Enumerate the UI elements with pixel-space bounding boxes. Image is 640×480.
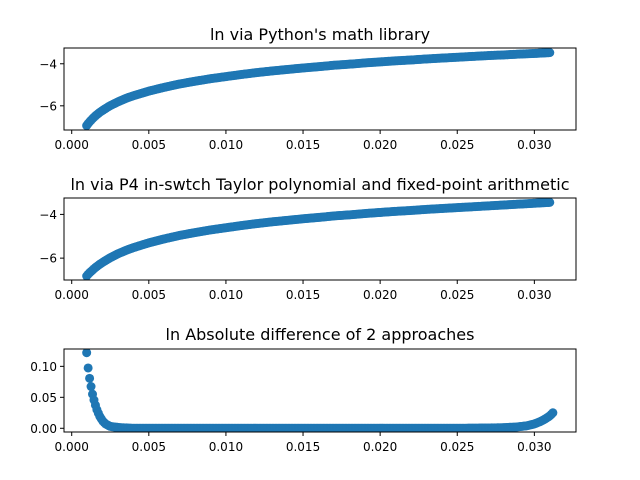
x-tick-label: 0.015: [286, 138, 320, 152]
scatter-points: [82, 198, 555, 280]
x-tick-label: 0.010: [209, 440, 243, 454]
subplot-title: ln via P4 in-swtch Taylor polynomial and…: [70, 175, 569, 194]
x-tick-label: 0.000: [55, 288, 89, 302]
data-point: [85, 373, 95, 383]
subplots: ln via Python's math library 0.000 0.005 0.…: [30, 25, 577, 454]
data-point: [82, 349, 92, 358]
x-tick-label: 0.025: [440, 138, 474, 152]
axes-frame: [63, 47, 577, 131]
x-tick-label: 0.015: [286, 288, 320, 302]
x-tick-label: 0.025: [440, 440, 474, 454]
x-tick-label: 0.000: [55, 440, 89, 454]
y-tick-label: −4: [39, 208, 57, 222]
x-tick-label: 0.010: [209, 138, 243, 152]
y-tick-label: −4: [39, 57, 57, 71]
subplot-3: ln Absolute difference of 2 approaches 0.…: [30, 325, 577, 454]
x-tick-label: 0.005: [132, 138, 166, 152]
x-tick-label: 0.030: [517, 440, 551, 454]
data-point: [545, 198, 555, 207]
x-tick-label: 0.005: [132, 440, 166, 454]
data-point: [545, 48, 555, 58]
y-tick-label: 0.05: [30, 391, 57, 405]
scatter-points: [82, 349, 558, 432]
data-point: [83, 363, 93, 373]
x-tick-label: 0.010: [209, 288, 243, 302]
y-tick-label: 0.10: [30, 360, 57, 374]
axes-frame: [63, 197, 577, 281]
x-tick-label: 0.020: [363, 440, 397, 454]
data-point: [86, 382, 96, 392]
axes-frame: [63, 348, 577, 433]
y-tick-label: −6: [39, 99, 57, 113]
x-tick-label: 0.020: [363, 288, 397, 302]
subplot-title: ln Absolute difference of 2 approaches: [166, 325, 475, 344]
x-tick-label: 0.030: [517, 288, 551, 302]
subplot-2: ln via P4 in-swtch Taylor polynomial and…: [39, 175, 577, 302]
subplot-1: ln via Python's math library 0.000 0.005 0.…: [39, 25, 577, 152]
data-point: [548, 408, 558, 418]
x-tick-label: 0.005: [132, 288, 166, 302]
x-tick-label: 0.015: [286, 440, 320, 454]
y-tick-label: 0.00: [30, 422, 57, 436]
scatter-points: [82, 48, 555, 130]
x-tick-label: 0.020: [363, 138, 397, 152]
subplot-title: ln via Python's math library: [210, 25, 430, 44]
y-tick-label: −6: [39, 252, 57, 266]
x-tick-label: 0.030: [517, 138, 551, 152]
x-tick-label: 0.000: [55, 138, 89, 152]
x-tick-label: 0.025: [440, 288, 474, 302]
